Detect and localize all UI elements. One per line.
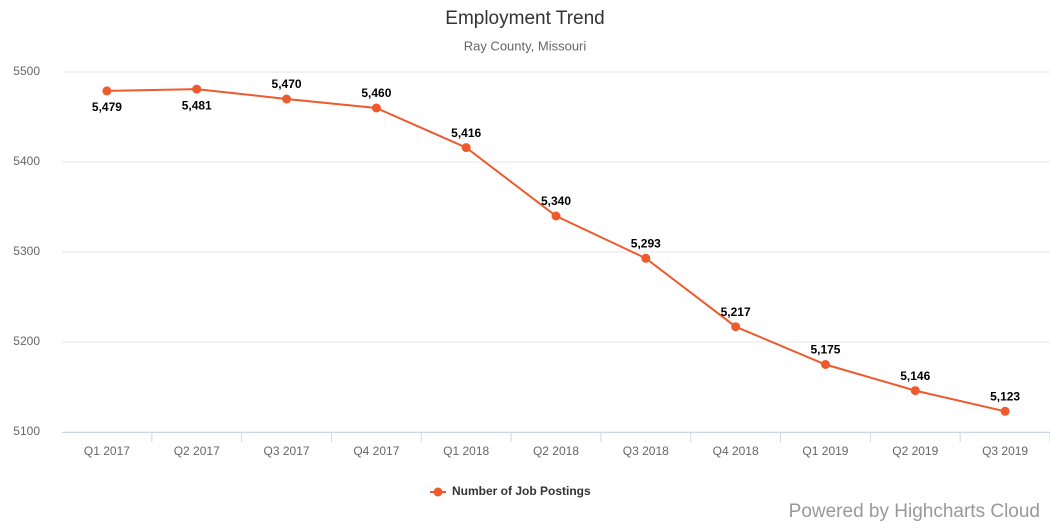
- data-label: 5,146: [900, 369, 930, 383]
- y-tick-label: 5400: [13, 154, 40, 168]
- x-tick-label: Q3 2019: [982, 444, 1028, 458]
- data-label: 5,479: [92, 100, 122, 114]
- point: [1000, 406, 1010, 416]
- data-label: 5,340: [541, 194, 571, 208]
- legend-label[interactable]: Number of Job Postings: [452, 484, 591, 498]
- credits[interactable]: Powered by Highcharts Cloud: [789, 501, 1040, 522]
- point: [371, 103, 381, 113]
- chart-title: Employment Trend: [445, 8, 604, 29]
- point: [910, 386, 920, 396]
- line: [106, 88, 1006, 413]
- legend-marker: [433, 487, 443, 497]
- x-tick-label: Q3 2017: [264, 444, 310, 458]
- data-label: 5,416: [451, 126, 481, 140]
- data-label: 5,217: [721, 305, 751, 319]
- point: [282, 94, 292, 104]
- y-tick-label: 5300: [13, 244, 40, 258]
- x-tick-label: Q1 2019: [802, 444, 848, 458]
- point: [102, 86, 112, 96]
- y-tick-label: 5200: [13, 334, 40, 348]
- data-label: 5,123: [990, 389, 1020, 403]
- x-tick-label: Q3 2018: [623, 444, 669, 458]
- x-tick-label: Q2 2018: [533, 444, 579, 458]
- x-tick-label: Q2 2017: [174, 444, 220, 458]
- data-label: 5,481: [182, 98, 212, 112]
- point: [641, 253, 651, 263]
- y-tick-label: 5100: [13, 424, 40, 438]
- x-tick-label: Q4 2017: [353, 444, 399, 458]
- x-tick-label: Q2 2019: [892, 444, 938, 458]
- data-label: 5,293: [631, 236, 661, 250]
- point: [731, 322, 741, 332]
- point: [192, 84, 202, 94]
- point: [461, 143, 471, 153]
- point: [820, 360, 830, 369]
- x-tick-label: Q1 2018: [443, 444, 489, 458]
- data-label: 5,470: [272, 77, 302, 91]
- chart-subtitle: Ray County, Missouri: [464, 38, 587, 53]
- y-tick-label: 5500: [13, 64, 40, 78]
- point: [551, 211, 561, 221]
- data-label: 5,460: [361, 86, 391, 100]
- x-tick-label: Q1 2017: [84, 444, 130, 458]
- data-label: 5,175: [810, 343, 840, 357]
- x-tick-label: Q4 2018: [713, 444, 759, 458]
